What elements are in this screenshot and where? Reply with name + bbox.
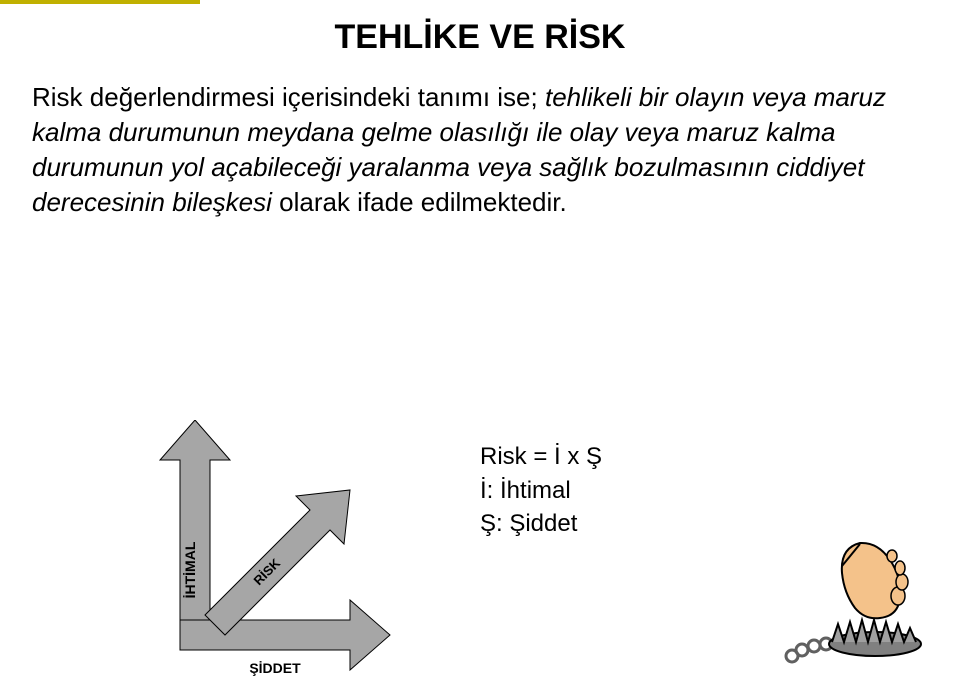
trap-teeth bbox=[832, 620, 916, 642]
horizontal-arrow-label: ŞİDDET bbox=[249, 660, 301, 676]
chain-icon bbox=[786, 638, 832, 662]
vertical-arrow: İHTİMAL bbox=[160, 420, 230, 620]
top-accent-line bbox=[0, 0, 200, 4]
vertical-arrow-label: İHTİMAL bbox=[182, 541, 198, 598]
paragraph-tail: olarak ifade edilmektedir. bbox=[272, 187, 567, 217]
body-paragraph: Risk değerlendirmesi içerisindeki tanımı… bbox=[32, 80, 928, 220]
formula-line-1: Risk = İ x Ş bbox=[480, 440, 602, 474]
foot-icon bbox=[842, 543, 908, 618]
risk-formula: Risk = İ x Ş İ: İhtimal Ş: Şiddet bbox=[480, 440, 602, 541]
diagonal-arrow: RİSK bbox=[205, 490, 350, 635]
paragraph-lead: Risk değerlendirmesi içerisindeki tanımı… bbox=[32, 82, 545, 112]
page-title: TEHLİKE VE RİSK bbox=[0, 18, 960, 57]
risk-arrow-diagram: İHTİMAL ŞİDDET RİSK bbox=[120, 420, 420, 680]
formula-line-2: İ: İhtimal bbox=[480, 474, 602, 508]
formula-line-3: Ş: Şiddet bbox=[480, 507, 602, 541]
foot-trap-illustration bbox=[780, 538, 930, 668]
